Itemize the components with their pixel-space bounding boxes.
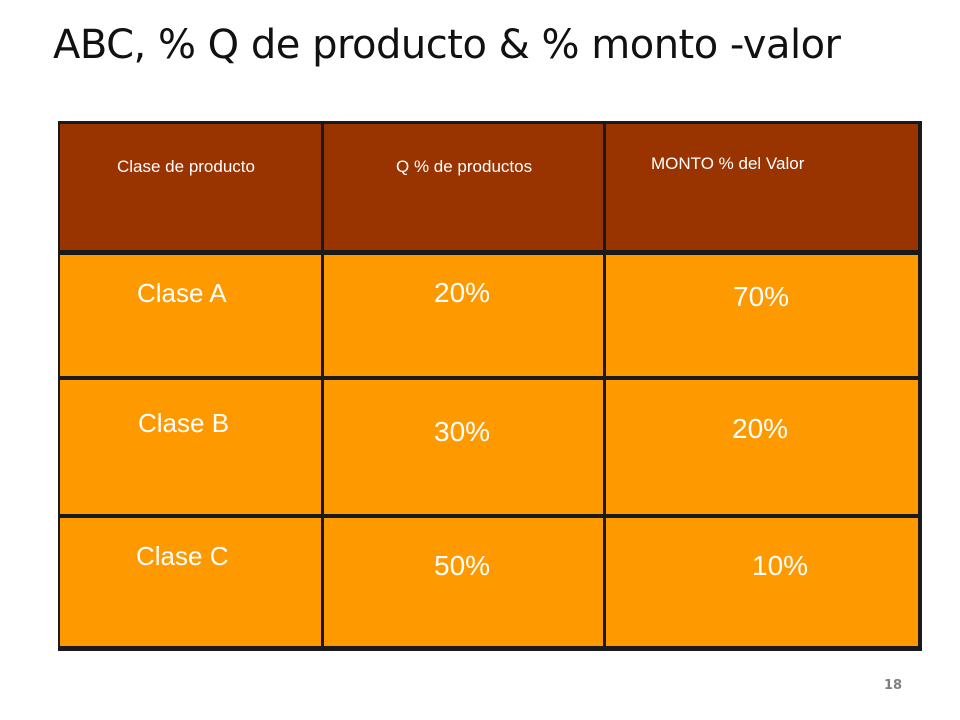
page-number: 18 xyxy=(884,678,903,693)
row-c-q-pct: 50% xyxy=(434,550,491,581)
header-cell-q: Q % de productos xyxy=(324,124,603,250)
row-b-clase-cell: Clase B xyxy=(60,380,321,514)
abc-table: Clase de producto Q % de productos MONTO… xyxy=(58,121,922,651)
row-c-monto-cell: 10% xyxy=(606,518,918,646)
row-a-monto-cell: 70% xyxy=(606,255,918,376)
row-c-clase-cell: Clase C xyxy=(60,518,321,646)
row-c-clase: Clase C xyxy=(136,541,229,571)
row-b-monto-cell: 20% xyxy=(606,380,918,514)
row-a-q-cell: 20% xyxy=(324,255,603,376)
row-c-q-cell: 50% xyxy=(324,518,603,646)
row-c-monto-pct: 10% xyxy=(752,550,809,581)
header-label-clase: Clase de producto xyxy=(117,157,255,176)
row-a-monto-pct: 70% xyxy=(733,281,790,312)
slide-title: ABC, % Q de producto & % monto -valor xyxy=(53,22,841,68)
row-a-clase: Clase A xyxy=(137,278,227,308)
row-b-clase: Clase B xyxy=(138,408,230,438)
header-cell-monto: MONTO % del Valor xyxy=(606,124,918,250)
row-b-q-cell: 30% xyxy=(324,380,603,514)
row-a-q-pct: 20% xyxy=(434,277,491,308)
row-b-q-pct: 30% xyxy=(434,416,491,447)
header-cell-clase: Clase de producto xyxy=(60,124,321,250)
row-a-clase-cell: Clase A xyxy=(60,255,321,376)
header-label-monto: MONTO % del Valor xyxy=(651,154,805,173)
header-label-q: Q % de productos xyxy=(396,157,533,176)
row-b-monto-pct: 20% xyxy=(732,413,789,444)
